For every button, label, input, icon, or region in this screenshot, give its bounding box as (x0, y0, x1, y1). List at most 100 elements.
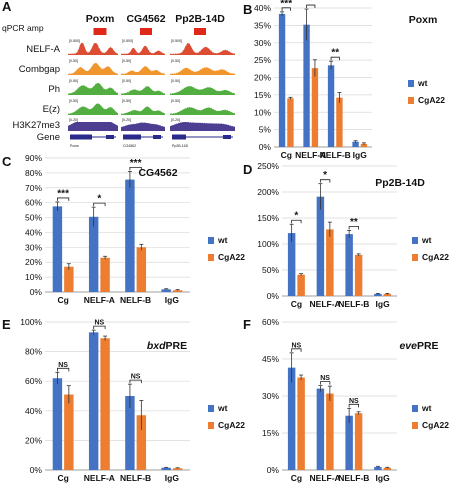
x-tick-label: NELF-B (338, 299, 369, 309)
locus-label-1: CG4562 (126, 13, 165, 25)
significance-label: * (323, 170, 327, 181)
y-tick-label: 0% (30, 465, 43, 475)
y-tick-label: 100% (20, 317, 42, 327)
track-scale-0-2: [0-500] (171, 39, 182, 43)
qpcr-amplicon-0 (93, 28, 107, 35)
locus-label-0: Poxm (86, 13, 115, 25)
bar-cga22-1 (100, 338, 110, 470)
legend-swatch-cga22 (208, 254, 214, 261)
gene-name-1: CG4562 (123, 144, 136, 148)
bar-cga22-0 (297, 377, 305, 470)
bar-wt-2 (345, 234, 353, 296)
y-tick-label: 250% (257, 161, 279, 171)
bar-cga22-2 (354, 254, 363, 296)
legend-label-cga22: CgA22 (218, 252, 245, 262)
bar-cga22-0 (287, 98, 294, 147)
x-tick-label: NELF-A (84, 473, 115, 483)
panel-annotation: Poxm (409, 14, 438, 26)
y-tick-label: 200% (257, 187, 279, 197)
significance-label: NS (349, 398, 359, 405)
bar-wt-1 (88, 332, 99, 470)
gene-exon-b-0 (106, 135, 114, 139)
track-label-4: H3K27me3 (12, 120, 60, 131)
y-tick-label: 90% (25, 153, 42, 163)
track-signal-0-0 (68, 43, 118, 55)
track-label-3: E(z) (43, 104, 60, 115)
bar-wt-1 (316, 196, 325, 296)
y-tick-label: 35% (254, 20, 271, 30)
bar-wt-1 (88, 216, 99, 292)
y-tick-label: 10% (25, 272, 42, 282)
track-scale-0-1: [0-500] (122, 39, 133, 43)
bar-charts: B0%5%10%15%20%25%30%35%40%Cg***NELF-A*NE… (2, 0, 449, 483)
x-tick-label: NELF-A (310, 299, 341, 309)
track-signal-3-0 (68, 103, 118, 115)
y-tick-label: 40% (254, 3, 271, 13)
legend-swatch-wt (412, 405, 418, 412)
y-tick-label: 40% (25, 406, 42, 416)
significance-label: *** (280, 0, 292, 9)
x-tick-label: IgG (165, 473, 180, 483)
track-signal-4-2 (170, 122, 235, 131)
bar-wt-1 (303, 24, 310, 147)
panel-letter-b: B (243, 2, 252, 17)
track-scale-2-2: [0-50] (171, 79, 180, 83)
panel-a-letter: A (2, 0, 12, 14)
x-tick-label: NELF-A (310, 473, 341, 483)
significance-label: * (294, 211, 298, 222)
y-tick-label: 0% (267, 291, 280, 301)
x-tick-label: NELF-B (120, 473, 151, 483)
bar-wt-1 (316, 388, 325, 470)
y-tick-label: 100% (257, 239, 279, 249)
significance-label: NS (95, 320, 105, 327)
significance-bracket (129, 379, 142, 384)
bar-cga22-2 (336, 97, 343, 147)
y-tick-label: 20% (25, 257, 42, 267)
x-tick-label: Cg (57, 473, 68, 483)
significance-label: *** (130, 158, 142, 169)
track-signal-3-1 (121, 106, 165, 115)
track-scale-3-2: [0-50] (171, 99, 180, 103)
panel-b-chart: B 0% 5% 10% 15% 20% 25% 30% 35% 40% Cg *** NELF-A * NE… (243, 0, 445, 160)
legend-label-cga22: CgA22 (418, 95, 445, 105)
y-tick-label: 0% (259, 142, 272, 152)
y-tick-label: 45% (262, 354, 279, 364)
bar-cga22-1 (326, 393, 334, 470)
track-scale-3-0: [0-50] (69, 99, 78, 103)
significance-label: *** (57, 188, 69, 199)
x-tick-label: Cg (291, 299, 302, 309)
panel-c-chart: C 0% 10% 20% 30% 40% 50% 60% 70% 80% 90% Cg *** NELF-… (2, 153, 245, 305)
track-scale-4-1: [0-20] (122, 118, 131, 122)
significance-label: ** (350, 217, 358, 228)
significance-bracket (281, 7, 291, 11)
bar-cga22-0 (64, 394, 74, 470)
y-tick-label: 30% (254, 38, 271, 48)
significance-label: * (309, 0, 313, 7)
legend-label-wt: wt (421, 403, 432, 413)
significance-label: * (97, 194, 101, 205)
x-tick-label: IgG (376, 473, 391, 483)
qpcr-amplicon-1 (140, 28, 152, 35)
bar-wt-3 (374, 467, 382, 470)
gene-exon-2 (172, 134, 186, 140)
y-tick-label: 70% (25, 183, 42, 193)
track-scale-2-0: [0-50] (69, 79, 78, 83)
qpcr-amplicon-2 (194, 28, 206, 35)
legend-label-wt: wt (217, 235, 228, 245)
legend-swatch-cga22 (412, 254, 418, 261)
panel-letter-e: E (2, 317, 11, 332)
track-scale-4-0: [0-20] (69, 118, 78, 122)
panel-letter-f: F (243, 317, 251, 332)
y-tick-label: 80% (25, 168, 42, 178)
legend-label-wt: wt (417, 78, 428, 88)
bar-wt-2 (125, 396, 135, 470)
significance-bracket (57, 197, 70, 201)
bar-wt-3 (161, 467, 171, 470)
y-tick-label: 30% (25, 242, 42, 252)
significance-label: NS (131, 374, 141, 381)
track-signal-1-2 (170, 67, 235, 75)
bar-cga22-3 (383, 293, 392, 296)
gene-exon-b-2 (223, 135, 231, 139)
bar-wt-2 (345, 415, 353, 470)
